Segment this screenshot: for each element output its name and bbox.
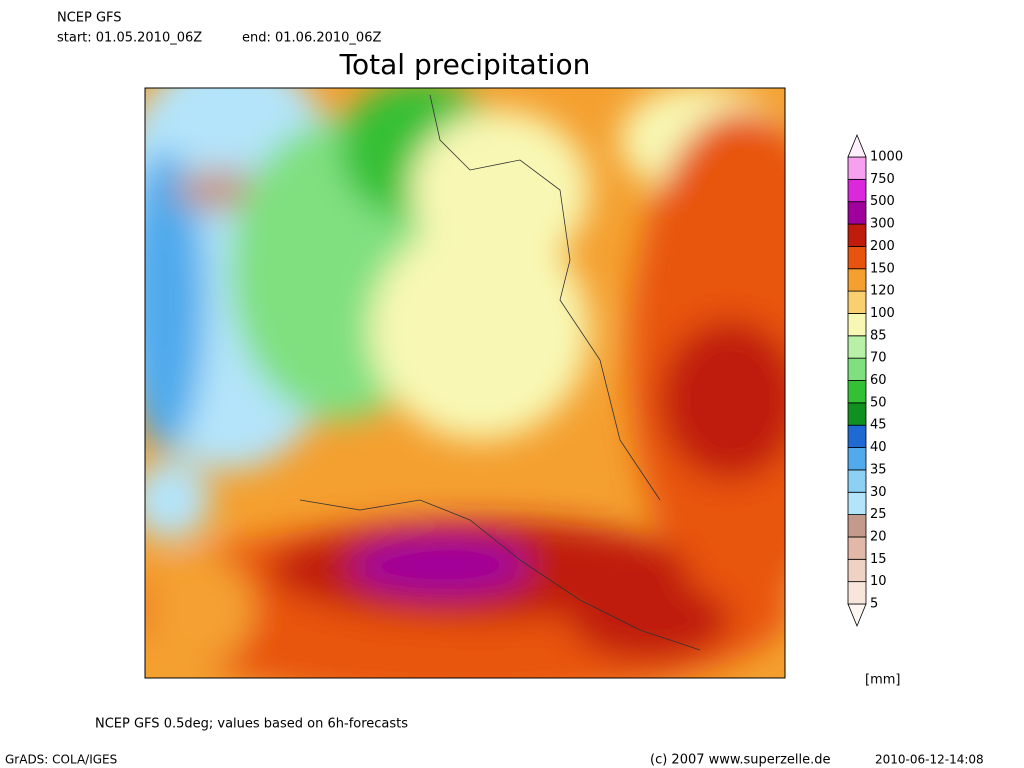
colorbar-label: 15 (870, 552, 887, 567)
colorbar: 5 10 15 20 25 30 35 40 45 50 60 70 85 100 120 150 200 300… (847, 133, 903, 628)
map-frame (144, 87, 786, 679)
map-title: Total precipitation (339, 48, 591, 81)
colorbar-label: 500 (870, 194, 895, 209)
copyright-label: (c) 2007 www.superzelle.de (650, 753, 831, 768)
coastlines (299, 94, 701, 651)
colorbar-label: 100 (870, 306, 895, 321)
unit-label: [mm] (865, 673, 900, 688)
colorbar-label: 20 (870, 529, 887, 544)
colorbar-label: 120 (870, 284, 895, 299)
colorbar-box (847, 514, 867, 538)
colorbar-label: 150 (870, 261, 895, 276)
colorbar-label: 50 (870, 395, 887, 410)
colorbar-box (847, 469, 867, 493)
colorbar-box (847, 402, 867, 426)
colorbar-box (847, 313, 867, 337)
colorbar-label: 750 (870, 172, 895, 187)
colorbar-box (847, 223, 867, 247)
colorbar-box (847, 357, 867, 381)
colorbar-label: 40 (870, 440, 887, 455)
colorbar-box (847, 380, 867, 404)
colorbar-box (847, 581, 867, 605)
colorbar-upper-triangle (847, 133, 867, 158)
precipitation-field (145, 88, 785, 678)
colorbar-box (847, 178, 867, 203)
timestamp-label: 2010-06-12-14:08 (875, 753, 984, 767)
colorbar-label: 200 (870, 239, 895, 254)
colorbar-label: 70 (870, 351, 887, 366)
colorbar-box (847, 268, 867, 292)
colorbar-label: 45 (870, 418, 887, 433)
colorbar-label: 35 (870, 462, 887, 477)
model-label: NCEP GFS (57, 11, 122, 26)
end-label: end: 01.06.2010_06Z (242, 31, 381, 46)
colorbar-box (847, 335, 867, 359)
colorbar-label: 30 (870, 485, 887, 500)
colorbar-box (847, 491, 867, 516)
colorbar-box (847, 558, 867, 583)
colorbar-box (847, 536, 867, 560)
colorbar-label: 300 (870, 217, 895, 232)
colorbar-box (847, 424, 867, 448)
colorbar-box (847, 201, 867, 225)
colorbar-label: 1000 (870, 150, 903, 165)
footer-note: NCEP GFS 0.5deg; values based on 6h-fore… (95, 717, 408, 732)
software-label: GrADS: COLA/IGES (5, 753, 117, 767)
colorbar-box (847, 447, 867, 471)
colorbar-box (847, 290, 867, 314)
precipitation-map (145, 88, 785, 678)
colorbar-label: 5 (870, 597, 878, 612)
colorbar-label: 85 (870, 328, 887, 343)
colorbar-label: 60 (870, 373, 887, 388)
start-label: start: 01.05.2010_06Z (57, 31, 202, 46)
colorbar-label: 10 (870, 574, 887, 589)
colorbar-box (847, 245, 867, 270)
colorbar-box (847, 156, 867, 180)
colorbar-label: 25 (870, 507, 887, 522)
